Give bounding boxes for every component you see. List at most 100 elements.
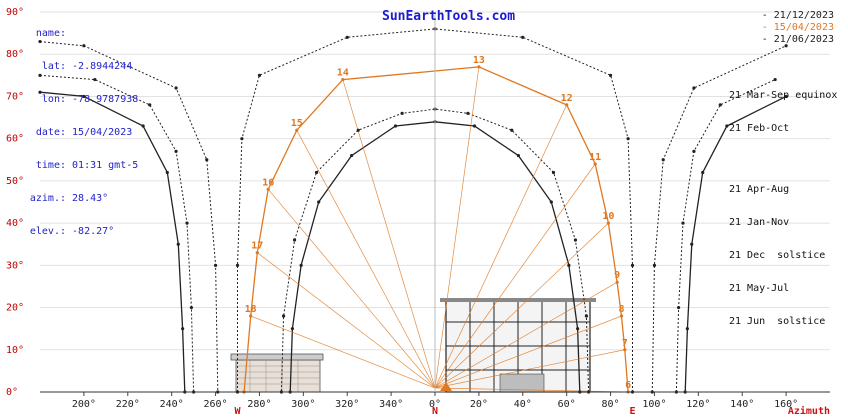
data-point: [606, 221, 610, 225]
data-point: [257, 73, 262, 77]
data-point: [685, 327, 689, 331]
sun-ray: [434, 222, 609, 389]
main-building-roof: [440, 298, 596, 302]
x-tick-label: 320°: [335, 399, 359, 410]
data-point: [38, 73, 42, 77]
data-point: [584, 314, 589, 318]
data-point: [148, 103, 152, 107]
hour-label: 13: [473, 55, 485, 66]
left-building-roof: [230, 353, 324, 361]
data-point: [185, 221, 189, 225]
info-azim-row: azim.: 28.43°: [14, 193, 138, 204]
info-date-label: date:: [35, 127, 66, 138]
data-point: [400, 111, 404, 115]
x-tick-label: 240°: [160, 399, 184, 410]
info-elev-value: -82.27°: [72, 226, 115, 237]
hour-points: 6 7 8 9 10 11 12 13 14 15 16 17 18: [38, 27, 788, 394]
data-point: [38, 39, 42, 44]
info-lon-value: -78.9787938: [72, 94, 139, 105]
data-point: [477, 65, 481, 69]
data-point: [784, 44, 788, 48]
hour-label: 11: [589, 152, 601, 163]
legend-item-dec: - 21/12/2023: [761, 10, 834, 21]
note-apr-aug: 21 Apr-Aug: [729, 184, 790, 195]
direction-label-n: N: [432, 406, 438, 417]
data-point: [174, 86, 178, 90]
data-point: [141, 124, 145, 128]
data-point: [510, 128, 514, 132]
data-point: [181, 327, 185, 331]
data-point: [619, 314, 624, 318]
y-tick-label: 0°: [6, 387, 18, 398]
data-point: [38, 90, 42, 94]
brand-title[interactable]: SunEarthTools.com: [382, 9, 516, 24]
sun-ray: [267, 189, 436, 389]
x-tick-label: 340°: [379, 399, 403, 410]
series-line: [39, 41, 219, 393]
y-tick-label: 90°: [6, 7, 24, 18]
axes: 0°10°20°30°40°50°60°70°80°90°200° 220° 240…: [6, 7, 830, 417]
data-point: [240, 137, 244, 141]
sun-ray: [342, 79, 436, 389]
data-point: [356, 128, 360, 132]
data-point: [317, 200, 321, 204]
data-point: [345, 35, 349, 39]
data-point: [176, 242, 180, 246]
left-building: [235, 359, 321, 393]
data-point: [82, 44, 86, 48]
data-point: [692, 149, 696, 153]
x-tick-label: 100°: [642, 399, 666, 410]
hour-label: 7: [622, 338, 628, 349]
data-point: [551, 170, 556, 175]
data-point: [692, 86, 696, 90]
sun-ray: [434, 349, 625, 389]
x-tick-label: 80°: [602, 399, 620, 410]
sun-ray: [296, 130, 436, 389]
data-point: [93, 77, 97, 82]
buildings-silhouette: [230, 298, 596, 393]
y-tick-label: 70°: [6, 91, 24, 102]
sun-ray: [434, 281, 618, 389]
note-dec-solstice: 21 Dec solstice: [729, 250, 826, 261]
series-line: [684, 95, 787, 393]
data-point: [690, 242, 694, 246]
sun-ray: [250, 315, 436, 389]
data-point: [718, 103, 722, 107]
x-tick-label: 200°: [72, 399, 96, 410]
legend-item-jun: - 21/06/2023: [761, 34, 834, 45]
data-point: [174, 149, 178, 153]
data-point: [573, 238, 578, 242]
data-point: [205, 158, 209, 162]
data-point: [521, 35, 525, 39]
data-point: [266, 187, 270, 191]
y-tick-label: 60°: [6, 134, 24, 145]
y-tick-label: 50°: [6, 176, 24, 187]
x-axis-label: Azimuth: [788, 405, 830, 417]
data-point: [350, 153, 354, 158]
sun-ray: [434, 315, 622, 389]
data-point: [281, 314, 286, 318]
data-point: [466, 111, 470, 115]
info-lat-label: lat:: [41, 61, 66, 72]
y-tick-label: 10°: [6, 345, 24, 356]
data-point: [565, 103, 569, 107]
note-jun-solstice: 21 Jun solstice: [729, 316, 826, 327]
sun-ray: [434, 66, 480, 389]
hour-label: 17: [251, 241, 263, 252]
direction-label-e: E: [629, 406, 635, 417]
data-point: [626, 137, 630, 141]
data-point: [623, 348, 627, 352]
data-point: [652, 263, 657, 267]
info-lon-label: lon:: [41, 94, 66, 105]
data-point: [630, 263, 635, 267]
series-line: [675, 79, 776, 393]
note-jan-nov: 21 Jan-Nov: [729, 217, 790, 228]
hour-label: 14: [337, 68, 349, 79]
info-time-row: time: 01:31 gmt-5: [14, 160, 138, 171]
note-spacer: [729, 156, 837, 162]
legend: - 21/12/2023 - 15/04/2023 - 21/06/2023: [762, 10, 834, 46]
data-point: [255, 251, 259, 255]
x-tick-label: 20°: [470, 399, 488, 410]
hour-label: 12: [561, 93, 573, 104]
info-lon-row: lon: -78.9787938: [14, 94, 138, 105]
